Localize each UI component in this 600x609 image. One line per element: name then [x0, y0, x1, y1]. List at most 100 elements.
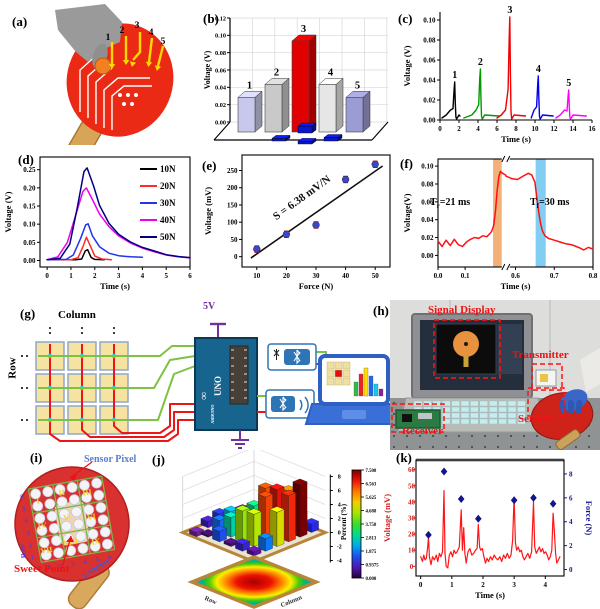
floor-bar	[271, 138, 287, 142]
sleeve	[580, 348, 600, 392]
colorbar-tick-label: 0.9375	[366, 564, 380, 569]
rise-time-sub: r	[436, 202, 440, 210]
transmitter-box	[531, 363, 563, 391]
bar-top	[258, 491, 273, 498]
g-5v-label: 5V	[203, 301, 216, 312]
z-tick-label: -4	[337, 559, 342, 565]
electrode-dot	[126, 93, 130, 97]
y-tick-label-right: 0	[569, 566, 573, 574]
y-axis-label: Voltage (V)	[203, 50, 212, 89]
peak-label: 4	[536, 64, 541, 75]
key	[498, 412, 507, 419]
bar-side	[335, 77, 344, 133]
g-column-label: Column	[58, 309, 96, 321]
panel-label-j: (j)	[152, 452, 165, 467]
signal-display-box	[433, 319, 501, 379]
row-number: 4	[24, 519, 28, 525]
zone-numeral: VII	[40, 545, 53, 556]
y-tick-label: 0.02	[215, 102, 226, 109]
dots	[81, 327, 83, 329]
sweet-point-arrowhead	[66, 536, 74, 542]
x-tick-label: 5	[164, 272, 168, 280]
row-axis-label: Row	[17, 542, 28, 558]
zone-line-h	[32, 499, 107, 515]
force-marker	[510, 496, 518, 505]
y-tick-label: 0.15	[23, 203, 36, 211]
x-tick-label: 3	[117, 272, 121, 280]
key	[507, 400, 517, 407]
panel-label-i: (i)	[30, 450, 43, 465]
zone-numeral: IV	[37, 520, 48, 530]
peak-label: 3	[507, 5, 512, 16]
colorbar-tick-label: 1.875	[366, 550, 377, 555]
sensor-pixel	[97, 514, 109, 526]
arrow-number: 1	[106, 33, 111, 43]
key	[451, 400, 460, 407]
x-tick-label: 16	[589, 125, 597, 133]
y-tick-label: 0.08	[215, 50, 226, 57]
arrow-number: 4	[149, 28, 154, 38]
transmitter-led	[540, 374, 548, 382]
y-axis-label: Voltage(V)	[402, 193, 412, 232]
y-tick-label: 0.20	[23, 184, 36, 192]
arrow-number: 3	[135, 21, 140, 31]
x-tick-label: 0	[45, 272, 49, 280]
force-curve	[46, 167, 191, 261]
break-mark	[501, 155, 506, 163]
column-number: 1	[47, 566, 51, 572]
trace	[111, 85, 152, 130]
y-tick-label: 0.06	[215, 67, 226, 74]
x-axis-label: Time (s)	[501, 281, 531, 291]
ball	[94, 57, 112, 75]
bar-front	[299, 481, 308, 538]
column-number: 4	[83, 559, 87, 565]
sensor-pixel	[56, 496, 68, 508]
wall-grid	[182, 450, 326, 477]
key	[479, 418, 489, 425]
key	[498, 406, 507, 413]
rise-time-prefix: T	[430, 197, 437, 208]
axis-frame	[437, 158, 594, 268]
x-tick-label: 8	[514, 125, 518, 133]
y-tick-label: 0.06	[423, 57, 436, 65]
electrode-dot	[130, 102, 134, 106]
arduino-logo: ∞	[198, 392, 210, 400]
bluetooth-icon	[293, 349, 301, 365]
sensor-pixel	[73, 518, 85, 530]
key	[442, 418, 451, 425]
right-axis-label: Force (N)	[584, 501, 594, 536]
force-marker	[457, 495, 465, 504]
sensor-pixel	[101, 538, 113, 550]
x-tick-label: 1	[450, 581, 454, 589]
zone-numeral: VIII	[62, 536, 78, 547]
x-tick-label: 4	[544, 581, 548, 589]
arduino-brand-label: ARDUINO	[210, 404, 215, 423]
peak-label: 1	[452, 70, 457, 81]
screen-bar	[378, 388, 384, 397]
electrode-dot	[122, 102, 126, 106]
x-axis-label: Time (s)	[501, 134, 531, 144]
key	[507, 412, 517, 419]
x-tick-label: 4	[141, 272, 145, 280]
sensor-pixel	[58, 508, 70, 520]
panel-label-a: (a)	[12, 14, 28, 29]
x-tick-label: 2	[481, 581, 485, 589]
key	[442, 406, 451, 413]
x-tick-label: 2	[457, 125, 461, 133]
arrow-head	[129, 61, 137, 67]
voltage-trace	[420, 489, 561, 569]
panel-label-e: (e)	[202, 158, 217, 173]
key	[507, 418, 517, 425]
column-number: 5	[96, 557, 100, 563]
screen-bar	[358, 373, 364, 397]
z-tick-label: 6	[338, 489, 341, 495]
y-tick-label-left: 50	[408, 482, 416, 490]
sensor-pixel	[53, 547, 64, 559]
z-axis-label: Percent (%)	[340, 503, 348, 540]
sensor-pixel	[38, 537, 50, 549]
break-mark	[501, 263, 506, 271]
y-tick-label: 0.02	[423, 97, 436, 105]
row-number: 1	[31, 555, 35, 561]
x-axis-label: Force (N)	[299, 281, 334, 291]
sensor-pixel-arrowhead	[70, 474, 77, 481]
